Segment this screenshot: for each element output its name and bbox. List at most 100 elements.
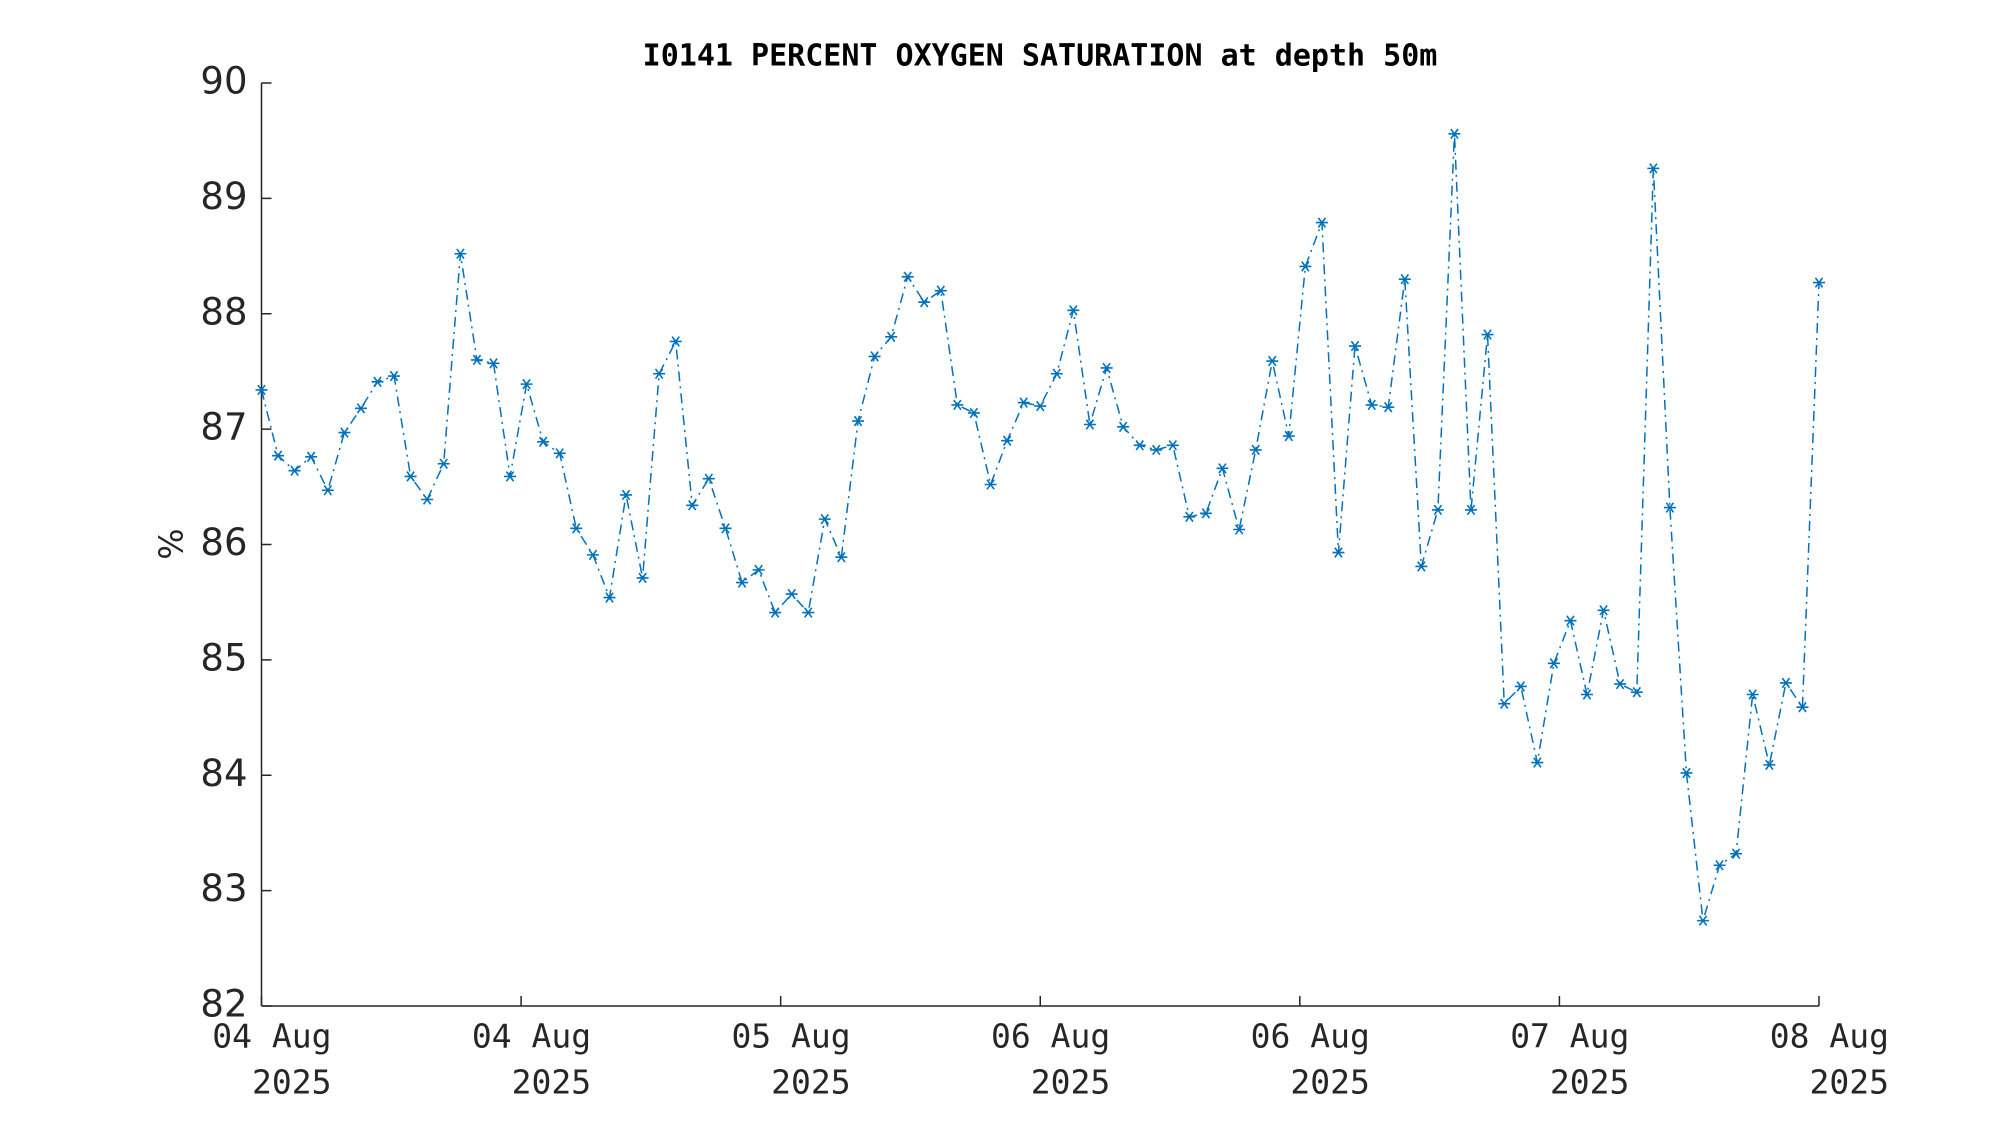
data-point (1001, 435, 1014, 446)
x-tick-label: 04 Aug (472, 1017, 591, 1056)
x-tick-label: 04 Aug (212, 1017, 331, 1056)
data-point (1730, 848, 1743, 859)
data-point (1498, 698, 1511, 709)
data-point (1697, 915, 1709, 926)
data-point (1531, 757, 1544, 768)
y-tick-label: 89 (200, 175, 247, 218)
data-point (1779, 677, 1792, 689)
data-point (1547, 658, 1560, 669)
data-point (1233, 524, 1246, 535)
data-point (1647, 163, 1660, 174)
data-point (470, 354, 483, 366)
data-point (769, 607, 782, 618)
data-point (1713, 859, 1726, 871)
y-tick-label: 88 (200, 290, 247, 333)
data-point (1365, 399, 1378, 411)
data-point (437, 458, 450, 470)
data-point (371, 376, 384, 388)
data-point (951, 399, 964, 411)
data-point (454, 248, 467, 260)
data-point (1796, 701, 1809, 713)
data-point (1448, 128, 1461, 140)
data-point (669, 336, 682, 347)
x-tick-label: 06 Aug (991, 1017, 1110, 1056)
data-point (934, 285, 947, 296)
x-tick-label: 2025 (1550, 1063, 1629, 1102)
data-point (1614, 678, 1627, 690)
x-tick-label: 06 Aug (1251, 1017, 1370, 1056)
data-point (901, 271, 914, 283)
data-point (338, 427, 351, 438)
data-point (1067, 305, 1080, 316)
data-point (603, 592, 616, 603)
data-point (702, 473, 715, 485)
data-point (967, 407, 980, 419)
data-point (686, 499, 699, 511)
data-point (1133, 439, 1146, 451)
data-point (984, 479, 997, 490)
data-point (553, 448, 566, 459)
data-point (1398, 273, 1411, 285)
x-tick-label: 2025 (252, 1063, 331, 1102)
series-line (260, 133, 1820, 921)
x-tick-label: 08 Aug (1770, 1017, 1889, 1056)
data-point (636, 572, 649, 584)
data-point (1199, 508, 1212, 519)
data-point (1166, 439, 1179, 451)
data-point (736, 577, 749, 588)
data-point (537, 436, 550, 448)
data-point (1597, 604, 1610, 616)
data-point (1299, 261, 1312, 272)
data-point (1216, 463, 1229, 474)
data-point (1763, 759, 1776, 771)
y-tick-label: 85 (200, 636, 247, 679)
x-tick-label: 05 Aug (731, 1017, 850, 1056)
data-point (1581, 689, 1593, 700)
data-point (404, 471, 417, 482)
y-tick-label: 83 (200, 867, 247, 910)
y-tick-label: 84 (200, 752, 247, 795)
data-point (1282, 430, 1295, 442)
y-axis-label: % (152, 528, 191, 559)
data-point (586, 549, 599, 561)
data-point (868, 351, 881, 362)
data-point (504, 471, 517, 482)
data-point (1382, 401, 1395, 413)
x-tick-label: 07 Aug (1510, 1017, 1629, 1056)
data-point (1150, 444, 1163, 456)
data-point (785, 588, 798, 600)
y-tick-label: 87 (200, 406, 247, 449)
data-point (1663, 502, 1676, 513)
data-point (620, 489, 633, 501)
data-point (1431, 504, 1444, 516)
x-tick-label: 2025 (512, 1063, 591, 1102)
data-point (1017, 397, 1030, 408)
y-tick-label: 86 (200, 521, 247, 564)
data-point (1348, 340, 1361, 352)
data-point (818, 513, 831, 525)
data-point (1266, 355, 1279, 367)
data-point (288, 465, 301, 476)
data-point (421, 494, 434, 505)
data-point (305, 451, 318, 463)
data-point (1315, 217, 1328, 228)
x-tick-label: 2025 (1290, 1063, 1369, 1102)
data-point (354, 403, 367, 414)
data-point (1630, 686, 1643, 698)
data-point (653, 368, 666, 380)
x-tick-label: 2025 (771, 1063, 850, 1102)
data-point (388, 370, 401, 382)
x-tick-label: 2025 (1031, 1063, 1110, 1102)
data-point (1746, 689, 1759, 700)
data-point (1050, 368, 1063, 380)
data-point (1083, 419, 1096, 430)
data-point (570, 523, 583, 534)
data-point (1183, 511, 1196, 523)
data-point (752, 564, 765, 576)
x-tick-label: 2025 (1810, 1063, 1889, 1102)
data-point (487, 358, 500, 369)
data-point (1117, 421, 1130, 433)
data-point (1034, 400, 1047, 412)
data-point (1514, 681, 1527, 692)
data-point (852, 415, 865, 427)
